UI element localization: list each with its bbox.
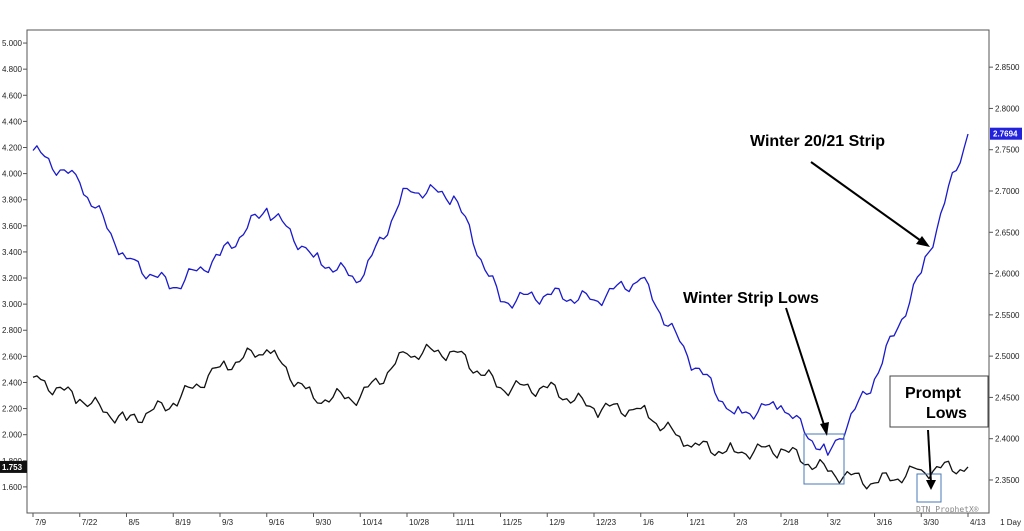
left-tick-label: 2.800 xyxy=(2,326,23,335)
x-tick-label: 11/25 xyxy=(503,518,523,527)
right-tick-label: 2.4000 xyxy=(995,435,1020,444)
right-last-value-badge xyxy=(990,127,1022,140)
prompt-lows-highlight-box xyxy=(916,473,942,503)
x-tick-label: 4/13 xyxy=(970,518,986,527)
arrow-prompt-lows xyxy=(927,429,932,484)
annotation-lows: Lows xyxy=(926,405,967,422)
right-tick-label: 2.7500 xyxy=(995,146,1020,155)
x-tick-label: 2/3 xyxy=(736,518,748,527)
annotation-layer: Winter 20/21 Strip Winter Strip Lows Pro… xyxy=(683,133,989,514)
left-tick-label: 4.600 xyxy=(2,91,23,100)
left-tick-label: 3.200 xyxy=(2,274,23,283)
left-tick-label: 2.000 xyxy=(2,431,23,440)
x-tick-label: 10/28 xyxy=(409,518,430,527)
arrow-winter-lows xyxy=(785,307,826,429)
left-last-value-label: 1.753 xyxy=(2,463,23,472)
right-tick-label: 2.5000 xyxy=(995,352,1020,361)
right-tick-label: 2.6500 xyxy=(995,228,1020,237)
right-tick-label: 2.3500 xyxy=(995,476,1020,485)
left-tick-label: 5.000 xyxy=(2,39,23,48)
series-line-winter-strip xyxy=(32,133,969,456)
right-tick-label: 2.7000 xyxy=(995,187,1020,196)
left-tick-label: 4.200 xyxy=(2,143,23,152)
x-tick-label: 9/30 xyxy=(316,518,332,527)
left-tick-label: 4.000 xyxy=(2,170,23,179)
x-tick-label: 1/21 xyxy=(690,518,706,527)
x-tick-label: 9/3 xyxy=(222,518,234,527)
left-tick-label: 1.600 xyxy=(2,483,23,492)
prompt-lows-box xyxy=(889,375,989,428)
x-tick-label: 3/30 xyxy=(923,518,939,527)
left-tick-label: 2.400 xyxy=(2,378,23,387)
series-line-prompt xyxy=(32,343,969,490)
arrow-winter-strip-head xyxy=(916,236,930,247)
watermark: DTN ProphetX® xyxy=(916,505,979,514)
left-tick-label: 3.400 xyxy=(2,248,23,257)
right-tick-label: 2.5500 xyxy=(995,311,1020,320)
annotation-prompt: Prompt xyxy=(905,385,962,402)
left-tick-label: 3.800 xyxy=(2,196,23,205)
left-tick-label: 2.200 xyxy=(2,405,23,414)
left-tick-label: 4.400 xyxy=(2,117,23,126)
winter-lows-highlight-box xyxy=(803,433,845,485)
x-tick-label: 9/16 xyxy=(269,518,285,527)
plot-frame xyxy=(26,29,990,514)
left-tick-label: 2.600 xyxy=(2,352,23,361)
x-tick-label: 3/2 xyxy=(830,518,842,527)
arrow-winter-strip xyxy=(810,161,925,244)
x-tick-label: 1/6 xyxy=(643,518,655,527)
right-tick-label: 2.6000 xyxy=(995,270,1020,279)
right-tick-label: 2.4500 xyxy=(995,393,1020,402)
series-layer xyxy=(32,133,969,490)
annotation-winter-strip-lows: Winter Strip Lows xyxy=(683,290,819,307)
left-tick-label: 3.000 xyxy=(2,300,23,309)
left-last-value-badge xyxy=(0,460,27,473)
x-tick-label: 8/5 xyxy=(129,518,141,527)
right-tick-label: 2.8500 xyxy=(995,63,1020,72)
axes: 1.6001.8002.0002.2002.4002.6002.8003.000… xyxy=(0,29,1022,527)
x-tick-label: 12/9 xyxy=(549,518,565,527)
footer-interval-label: 1 Day xyxy=(1000,518,1021,527)
x-tick-label: 7/22 xyxy=(82,518,98,527)
left-tick-label: 4.800 xyxy=(2,65,23,74)
x-tick-label: 2/18 xyxy=(783,518,799,527)
right-last-value-label: 2.7694 xyxy=(993,130,1018,139)
arrow-winter-lows-head xyxy=(820,422,829,436)
right-tick-label: 2.8000 xyxy=(995,104,1020,113)
arrow-prompt-lows-head xyxy=(926,480,936,490)
x-tick-label: 10/14 xyxy=(362,518,383,527)
x-tick-label: 7/9 xyxy=(35,518,47,527)
x-tick-label: 12/23 xyxy=(596,518,617,527)
left-tick-label: 3.600 xyxy=(2,222,23,231)
x-tick-label: 8/19 xyxy=(175,518,191,527)
annotation-winter-strip: Winter 20/21 Strip xyxy=(750,133,885,150)
x-tick-label: 3/16 xyxy=(877,518,893,527)
x-tick-label: 11/11 xyxy=(456,518,475,527)
